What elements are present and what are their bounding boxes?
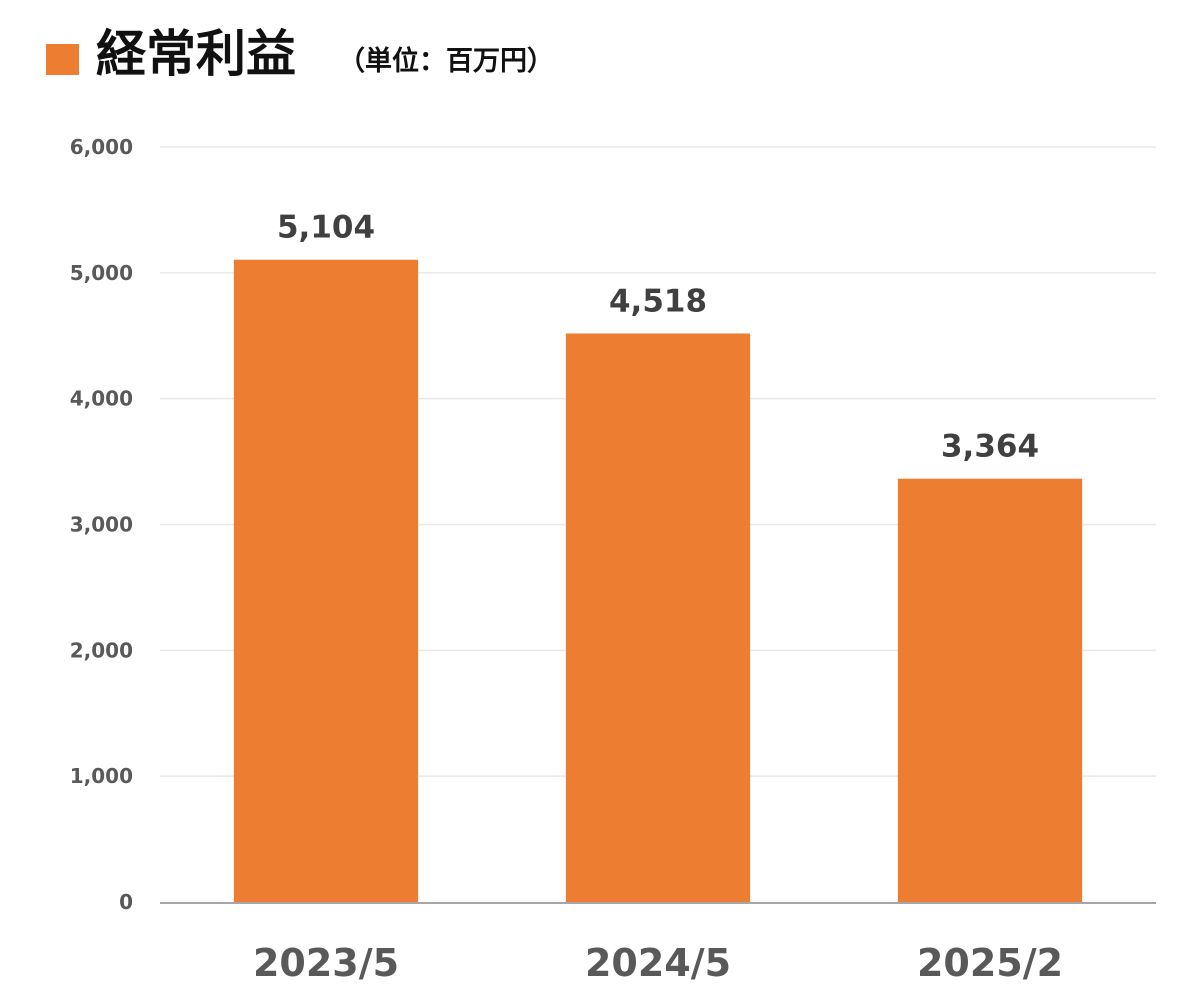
- bar: [565, 333, 751, 902]
- data-label: 3,364: [941, 429, 1039, 465]
- y-tick-label: 1,000: [70, 764, 133, 788]
- y-tick-label: 2,000: [70, 638, 133, 662]
- data-label: 5,104: [277, 210, 375, 246]
- x-tick-label: 2025/2: [917, 941, 1063, 985]
- data-label: 4,518: [609, 283, 707, 319]
- chart-unit-label: （単位：百万円）: [338, 46, 554, 77]
- x-tick-label: 2023/5: [253, 941, 399, 985]
- y-tick-label: 4,000: [70, 387, 133, 411]
- y-tick-label: 6,000: [70, 135, 133, 159]
- y-tick-label: 0: [119, 890, 133, 914]
- title-marker-square: [46, 44, 79, 75]
- y-tick-label: 5,000: [70, 261, 133, 285]
- y-tick-label: 3,000: [70, 513, 133, 537]
- bar: [897, 478, 1083, 902]
- chart-title: 経常利益: [96, 25, 296, 83]
- x-tick-label: 2024/5: [585, 941, 731, 985]
- bar: [233, 259, 419, 902]
